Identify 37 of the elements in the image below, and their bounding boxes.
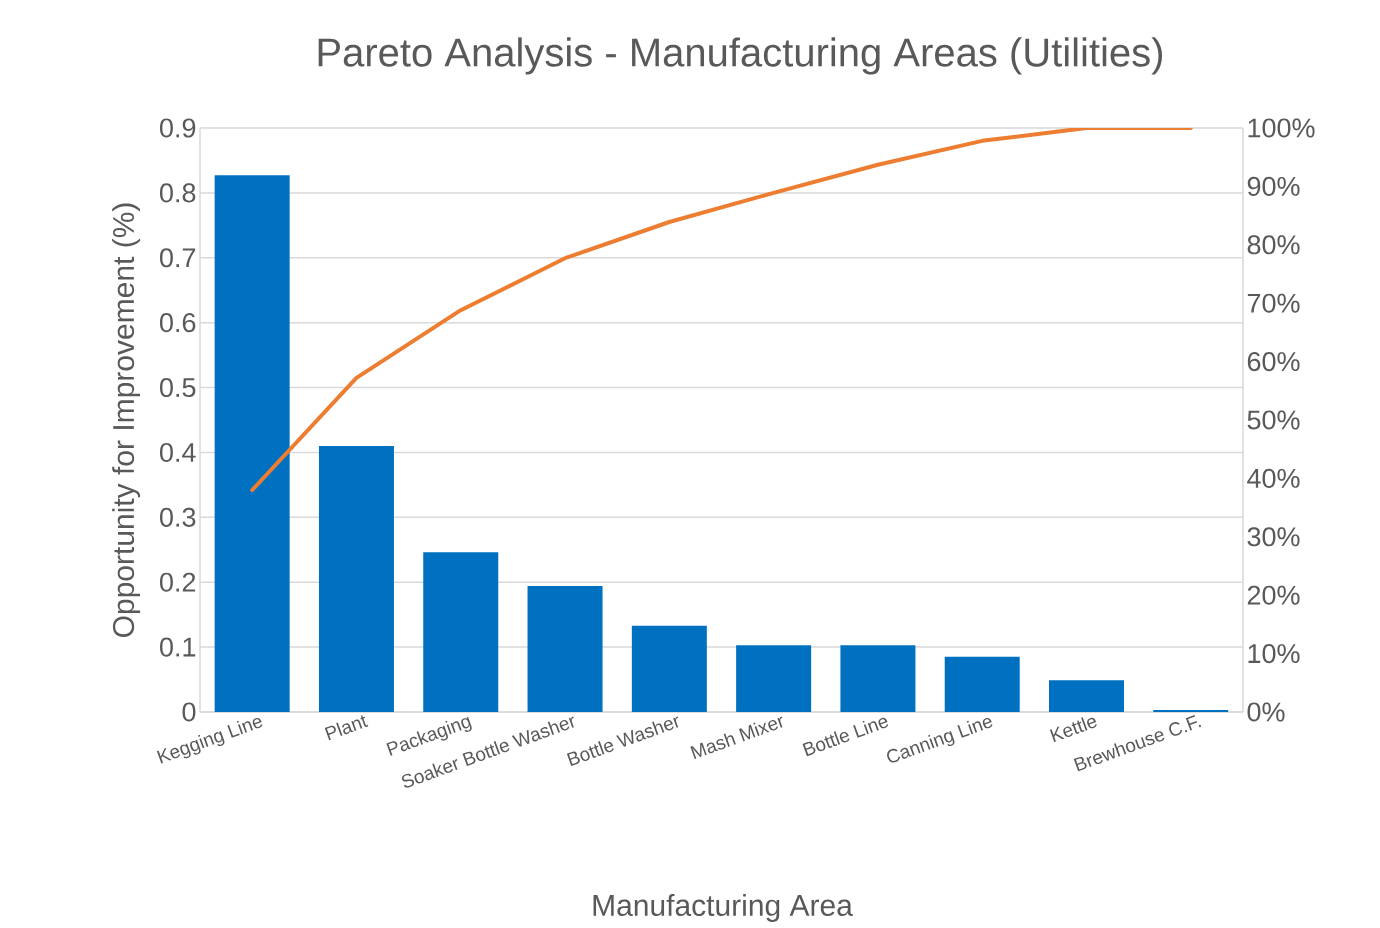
y2-tick-label: 90% — [1247, 176, 1300, 196]
chart-title: Pareto Analysis - Manufacturing Areas (Utilities) — [318, 37, 1162, 75]
bar — [736, 645, 812, 712]
y2-tick-label: 80% — [1247, 235, 1300, 255]
y2-tick-label: 30% — [1247, 527, 1300, 547]
x-tick-label: Canning Line — [887, 717, 993, 763]
y-tick-label: 0.3 — [159, 507, 196, 527]
x-tick-label: Plant — [324, 715, 369, 741]
y2-tick-label: 0% — [1247, 702, 1285, 722]
y-tick-label: 0.1 — [159, 637, 196, 657]
bar — [944, 656, 1020, 712]
y2-tick-label: 50% — [1247, 410, 1300, 430]
y-tick-label: 0.6 — [159, 313, 196, 333]
y2-tick-label: 70% — [1247, 293, 1300, 313]
y2-tick-label: 100% — [1248, 118, 1315, 138]
y-tick-label: 0.4 — [159, 442, 196, 462]
y2-tick-label: 60% — [1247, 352, 1300, 372]
line-series — [250, 127, 1193, 493]
y-tick-label: 0.5 — [159, 377, 196, 398]
y-tick-label: 0 — [182, 702, 196, 722]
bar — [840, 645, 916, 712]
y-tick-label: 0.2 — [159, 572, 196, 592]
y-tick-label: 0.7 — [159, 248, 196, 268]
bar — [1049, 680, 1125, 712]
x-tick-label: Mash Mixer — [690, 716, 783, 760]
y-tick-label: 0.9 — [159, 118, 196, 138]
y2-tick-label: 20% — [1247, 585, 1300, 605]
x-axis-title: Manufacturing Area — [593, 894, 853, 922]
bar — [527, 586, 603, 712]
y-axis-title: Opportunity for Improvement (%) — [112, 203, 141, 637]
bar — [423, 552, 499, 712]
y2-tick-label: 10% — [1248, 644, 1300, 664]
y-tick-label: 0.8 — [159, 183, 196, 203]
bar — [214, 175, 290, 712]
y2-tick-label: 40% — [1247, 468, 1300, 488]
bar — [318, 445, 394, 712]
bar — [631, 625, 707, 712]
